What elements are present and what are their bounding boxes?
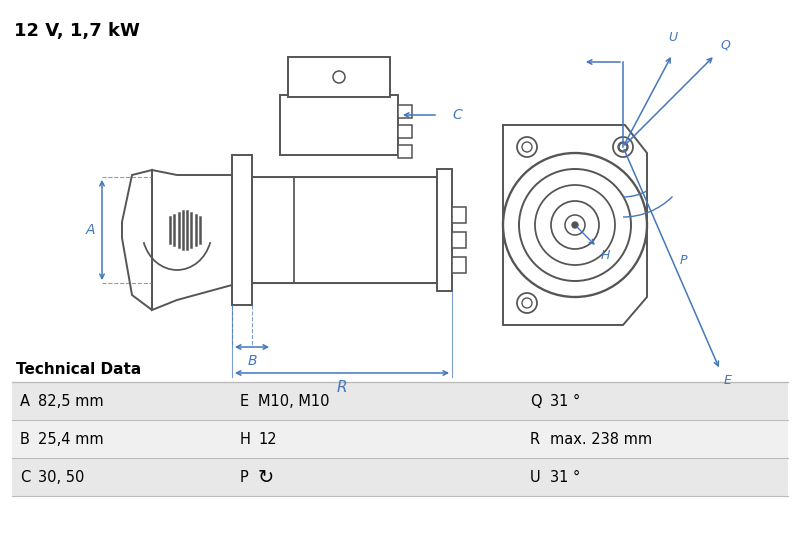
Text: P: P bbox=[240, 470, 249, 484]
Text: 31 °: 31 ° bbox=[550, 393, 580, 408]
Bar bbox=[288, 57, 390, 97]
Bar bbox=[12, 382, 788, 420]
Polygon shape bbox=[122, 170, 152, 310]
Text: 12 V, 1,7 kW: 12 V, 1,7 kW bbox=[14, 22, 140, 40]
Text: Q: Q bbox=[530, 393, 542, 408]
Bar bbox=[398, 145, 412, 158]
Text: R: R bbox=[337, 379, 347, 394]
Text: 25,4 mm: 25,4 mm bbox=[38, 432, 104, 447]
Bar bbox=[437, 169, 452, 291]
Text: 31 °: 31 ° bbox=[550, 470, 580, 484]
Bar bbox=[452, 207, 466, 223]
Bar bbox=[398, 105, 412, 118]
Bar bbox=[12, 420, 788, 458]
Circle shape bbox=[333, 71, 345, 83]
Circle shape bbox=[517, 293, 537, 313]
Circle shape bbox=[572, 222, 578, 228]
Text: Technical Data: Technical Data bbox=[16, 362, 142, 377]
Text: B: B bbox=[247, 354, 257, 368]
Text: M10, M10: M10, M10 bbox=[258, 393, 330, 408]
Circle shape bbox=[618, 142, 628, 152]
Circle shape bbox=[535, 185, 615, 265]
Text: Q: Q bbox=[721, 38, 730, 51]
Text: E: E bbox=[724, 374, 732, 387]
Circle shape bbox=[517, 137, 537, 157]
Text: U: U bbox=[668, 31, 678, 44]
Polygon shape bbox=[503, 125, 647, 325]
Text: 12: 12 bbox=[258, 432, 277, 447]
Text: P: P bbox=[679, 254, 687, 267]
Text: C: C bbox=[452, 108, 462, 122]
Text: H: H bbox=[601, 249, 610, 262]
Circle shape bbox=[522, 142, 532, 152]
Circle shape bbox=[551, 201, 599, 249]
Text: H: H bbox=[240, 432, 251, 447]
Circle shape bbox=[565, 215, 585, 235]
Polygon shape bbox=[152, 170, 232, 310]
Bar bbox=[280, 95, 398, 155]
Bar bbox=[452, 257, 466, 273]
Circle shape bbox=[522, 298, 532, 308]
Bar bbox=[232, 155, 252, 305]
Bar bbox=[398, 125, 412, 138]
Text: 82,5 mm: 82,5 mm bbox=[38, 393, 104, 408]
Bar bbox=[252, 177, 437, 283]
Bar bbox=[12, 458, 788, 496]
Text: A: A bbox=[20, 393, 30, 408]
Text: 30, 50: 30, 50 bbox=[38, 470, 84, 484]
Text: R: R bbox=[530, 432, 540, 447]
Text: ↻: ↻ bbox=[258, 467, 274, 487]
Text: C: C bbox=[20, 470, 30, 484]
Text: B: B bbox=[20, 432, 30, 447]
Circle shape bbox=[619, 143, 627, 151]
Circle shape bbox=[503, 153, 647, 297]
Text: max. 238 mm: max. 238 mm bbox=[550, 432, 652, 447]
Circle shape bbox=[519, 169, 631, 281]
Circle shape bbox=[613, 137, 633, 157]
Text: A: A bbox=[86, 223, 94, 237]
Bar bbox=[452, 232, 466, 248]
Text: E: E bbox=[240, 393, 249, 408]
Text: U: U bbox=[530, 470, 541, 484]
